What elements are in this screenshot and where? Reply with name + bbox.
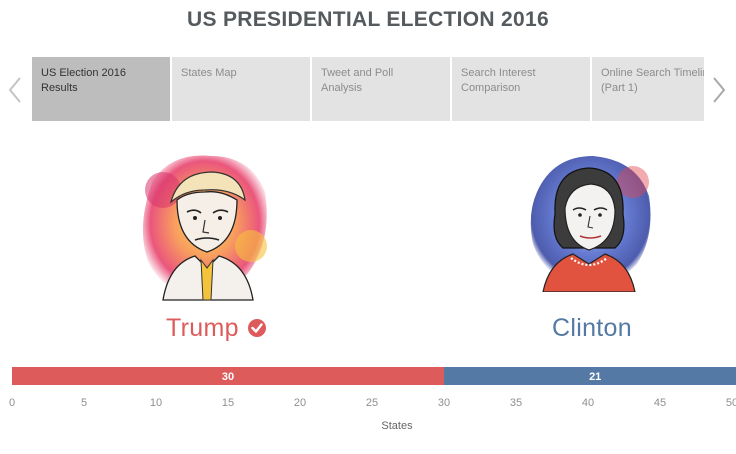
story-tab-bar: US Election 2016 Results States Map Twee… (32, 57, 704, 121)
next-tab-button[interactable] (708, 72, 730, 108)
x-tick-label: 40 (582, 397, 594, 409)
chevron-right-icon (713, 77, 726, 103)
tab-search-interest-comparison[interactable]: Search Interest Comparison (452, 57, 590, 121)
x-tick-label: 45 (654, 397, 666, 409)
check-circle-icon (248, 319, 266, 337)
tab-us-election-results[interactable]: US Election 2016 Results (32, 57, 170, 121)
clinton-name-label: Clinton (552, 314, 632, 342)
trump-name-label: Trump (166, 314, 239, 342)
x-tick-label: 35 (510, 397, 522, 409)
tab-states-map[interactable]: States Map (172, 57, 310, 121)
x-tick-label: 20 (294, 397, 306, 409)
previous-tab-button[interactable] (4, 72, 26, 108)
page-title: US PRESIDENTIAL ELECTION 2016 (187, 8, 549, 31)
x-tick-label: 10 (150, 397, 162, 409)
bar-label-trump: 30 (222, 371, 234, 383)
bar-label-clinton: 21 (589, 371, 601, 383)
x-tick-label: 0 (9, 397, 15, 409)
tab-online-search-timeline[interactable]: Online Search Timeline (Part 1) (592, 57, 704, 121)
clinton-portrait-image (530, 156, 651, 292)
states-won-chart: 30 21 0 5 10 15 20 25 30 35 40 45 50 States (9, 367, 736, 432)
bar-clinton[interactable] (444, 367, 736, 385)
x-tick-label: 50 (726, 397, 736, 409)
x-axis-title: States (381, 420, 413, 432)
x-tick-label: 5 (81, 397, 87, 409)
x-tick-label: 25 (366, 397, 378, 409)
x-tick-label: 15 (222, 397, 234, 409)
bar-trump[interactable] (12, 367, 444, 385)
tab-tweet-poll-analysis[interactable]: Tweet and Poll Analysis (312, 57, 450, 121)
x-tick-label: 30 (438, 397, 450, 409)
chevron-left-icon (8, 77, 21, 103)
trump-portrait-image (142, 155, 267, 301)
